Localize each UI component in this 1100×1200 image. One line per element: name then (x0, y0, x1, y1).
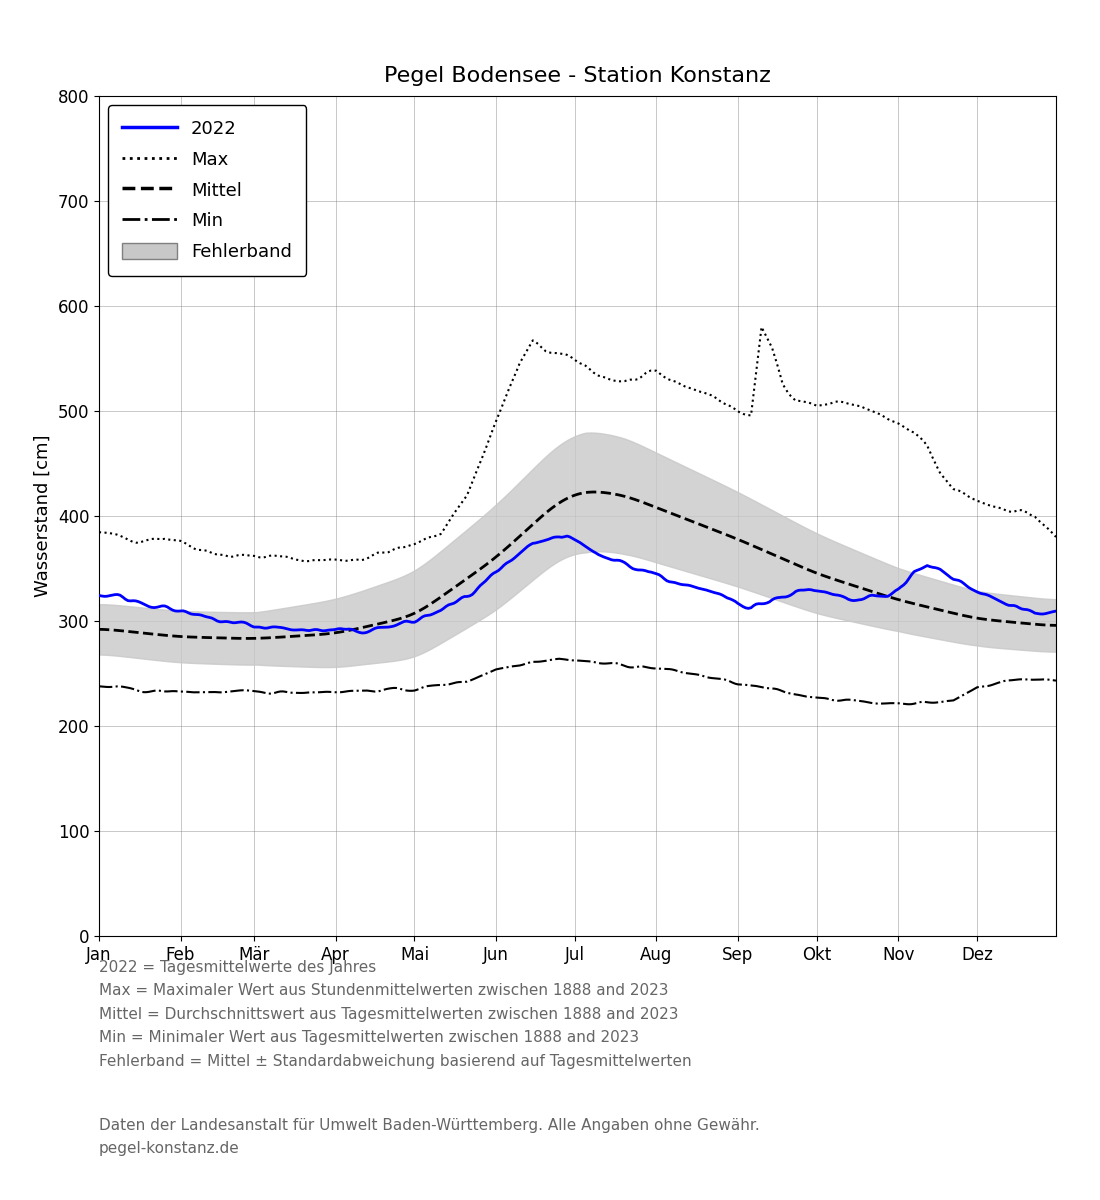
Max (92, 524, 106, 539)
Min (474, 668, 487, 683)
Max (917, 436, 931, 450)
Max (1010, 504, 1023, 518)
Max (482, 434, 495, 449)
Min (355, 683, 368, 697)
2022 (560, 529, 573, 544)
Max (295, 553, 308, 568)
Title: Pegel Bodensee - Station Konstanz: Pegel Bodensee - Station Konstanz (384, 66, 771, 86)
2022 (1049, 604, 1063, 618)
Min (478, 667, 492, 682)
Max (1049, 529, 1063, 544)
2022 (92, 588, 106, 602)
Mittel (586, 485, 600, 499)
2022 (917, 559, 931, 574)
Mittel (482, 556, 495, 570)
Text: 2022 = Tagesmittelwerte des Jahres
Max = Maximaler Wert aus Stundenmittelwerten : 2022 = Tagesmittelwerte des Jahres Max =… (99, 960, 692, 1068)
Min (92, 679, 106, 694)
Min (917, 695, 931, 709)
Min (902, 697, 915, 712)
Min (552, 652, 565, 666)
Text: Daten der Landesanstalt für Umwelt Baden-Württemberg. Alle Angaben ohne Gewähr.
: Daten der Landesanstalt für Umwelt Baden… (99, 1118, 760, 1156)
2022 (295, 623, 308, 637)
Min (1010, 672, 1023, 686)
2022 (482, 571, 495, 586)
2022 (1010, 599, 1023, 613)
Mittel (1049, 618, 1063, 632)
2022 (355, 625, 368, 640)
2022 (358, 625, 371, 640)
Mittel (358, 620, 371, 635)
Min (1049, 673, 1063, 688)
Mittel (240, 631, 253, 646)
Max (755, 320, 768, 335)
Mittel (1010, 616, 1023, 630)
Mittel (297, 629, 310, 643)
Max (300, 554, 313, 569)
Line: Mittel: Mittel (99, 492, 1056, 638)
Max (476, 449, 490, 463)
Mittel (917, 599, 931, 613)
Y-axis label: Wasserstand [cm]: Wasserstand [cm] (34, 434, 52, 598)
Mittel (92, 622, 106, 636)
2022 (476, 576, 490, 590)
Min (295, 685, 308, 700)
Mittel (476, 560, 490, 575)
Legend: 2022, Max, Mittel, Min, Fehlerband: 2022, Max, Mittel, Min, Fehlerband (108, 106, 307, 276)
Line: Min: Min (99, 659, 1056, 704)
Line: Max: Max (99, 328, 1056, 562)
Line: 2022: 2022 (99, 536, 1056, 632)
Max (358, 552, 371, 566)
